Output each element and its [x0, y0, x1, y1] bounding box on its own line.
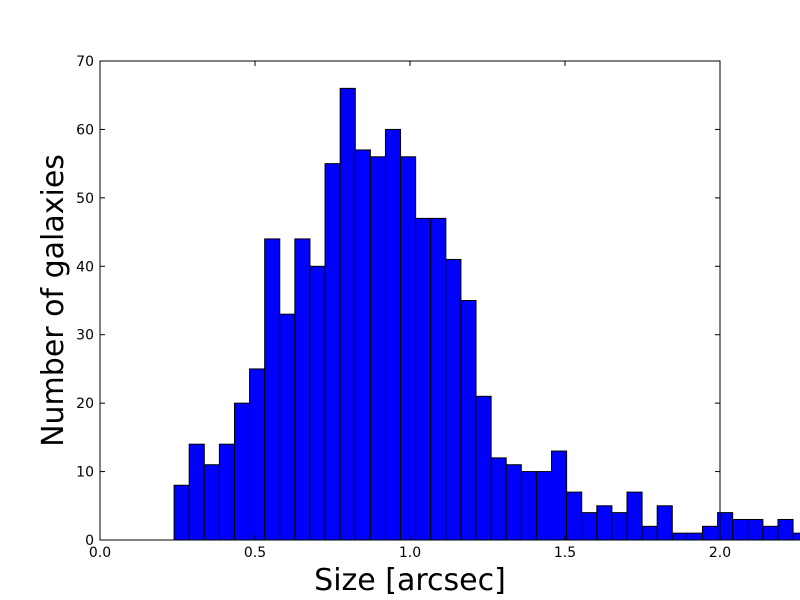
histogram-bar — [626, 491, 643, 541]
histogram-bar — [596, 505, 613, 541]
histogram-bar — [203, 464, 220, 541]
histogram-bar — [686, 532, 703, 541]
histogram-bar — [792, 532, 800, 541]
histogram-bar — [279, 313, 296, 541]
histogram-bar — [218, 443, 235, 541]
y-tick-label: 70 — [76, 54, 94, 70]
histogram-bar — [475, 395, 492, 541]
x-axis: 0.0 0.5 1.0 1.5 2.0 — [89, 61, 731, 561]
y-tick-label: 30 — [76, 328, 94, 344]
histogram-bar — [309, 265, 326, 541]
x-tick-label: 0.5 — [244, 545, 266, 561]
y-tick-label: 60 — [76, 122, 94, 138]
histogram-bar — [460, 300, 477, 541]
histogram-bar — [490, 457, 507, 541]
x-tick-label: 1.5 — [554, 545, 576, 561]
histogram-bar — [505, 464, 522, 541]
histogram-bar — [264, 238, 281, 541]
y-tick-label: 40 — [76, 259, 94, 275]
histogram-bar — [641, 525, 658, 541]
histogram-bar — [656, 505, 673, 541]
y-tick-label: 0 — [85, 533, 94, 549]
histogram-bar — [430, 217, 447, 541]
histogram-bar — [566, 491, 583, 541]
x-tick-label: 1.0 — [399, 545, 421, 561]
histogram-bar — [611, 512, 628, 541]
histogram-bar — [233, 402, 251, 541]
histogram-bar — [520, 471, 537, 541]
x-tick-label: 2.0 — [709, 545, 731, 561]
x-tick-label: 0.0 — [89, 545, 111, 561]
histogram-bar — [747, 518, 764, 541]
histogram-bar — [173, 484, 190, 541]
histogram-bar — [581, 512, 598, 541]
histogram-bar — [551, 450, 568, 541]
histogram-bar — [777, 518, 794, 541]
x-axis-title: Size [arcsec] — [314, 563, 506, 598]
histogram-bar — [324, 163, 341, 541]
bars-group — [173, 87, 800, 541]
histogram-bar — [294, 238, 311, 541]
histogram-bar — [762, 525, 779, 541]
histogram-bar — [671, 532, 688, 541]
histogram-bar — [339, 87, 356, 541]
histogram-bar — [384, 128, 402, 541]
histogram-bar — [535, 471, 553, 541]
y-tick-label: 20 — [76, 396, 94, 412]
histogram-bar — [400, 156, 417, 541]
histogram-bar — [445, 258, 462, 541]
histogram-bar — [354, 149, 371, 541]
histogram-bar — [415, 217, 432, 541]
histogram-bar — [701, 525, 719, 541]
y-axis-title: Number of galaxies — [36, 154, 71, 447]
y-axis: 0 10 20 30 40 50 60 70 — [76, 54, 720, 549]
y-tick-label: 50 — [76, 191, 94, 207]
y-tick-label: 10 — [76, 465, 94, 481]
histogram-bar — [188, 443, 205, 541]
histogram-bar — [249, 368, 266, 541]
histogram-bar — [369, 156, 386, 541]
histogram-bar — [732, 518, 749, 541]
